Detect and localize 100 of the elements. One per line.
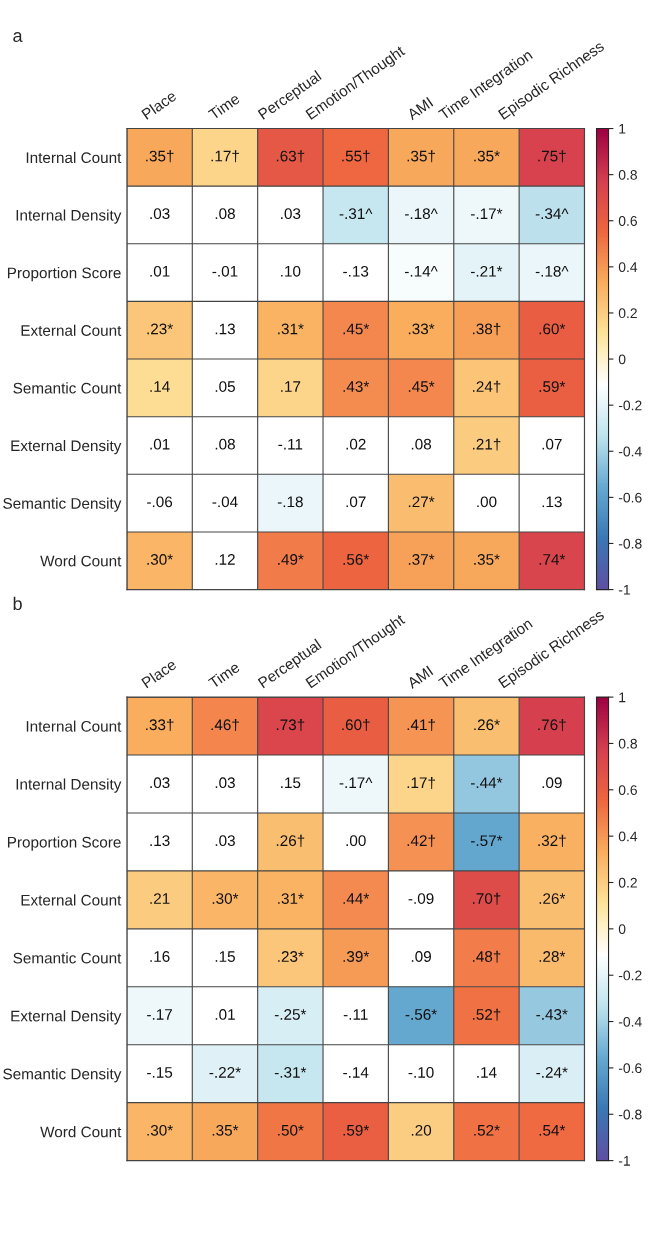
data-label: -.57* — [470, 835, 503, 847]
text: .03 — [281, 208, 301, 220]
color-bar-label: 0.4 — [618, 262, 638, 273]
data-label: -.44* — [470, 777, 503, 788]
text: .07 — [542, 438, 562, 450]
text: .01 — [215, 1009, 235, 1020]
data-label: .26* — [474, 719, 500, 731]
text: -.06 — [147, 496, 173, 508]
data-label: .37* — [408, 554, 435, 565]
color-bar-label: -0.4 — [618, 446, 642, 457]
data-label: -.17 — [147, 1009, 172, 1020]
data-label: .28* — [539, 951, 566, 962]
data-label: .32† — [538, 834, 566, 847]
data-label: .35* — [474, 554, 500, 565]
data-label: .24† — [472, 380, 501, 393]
y-tick-label: External Count — [21, 894, 122, 906]
text: .01 — [150, 265, 170, 277]
text: -.13 — [343, 265, 369, 277]
data-label: .52† — [472, 1008, 501, 1021]
color-bar-label: 0.8 — [618, 738, 637, 749]
data-label: .35* — [212, 1124, 239, 1136]
color-bar-label: 0 — [618, 354, 626, 365]
data-label: .59* — [343, 1124, 370, 1136]
data-label: .38† — [472, 323, 501, 336]
text: .14 — [477, 1067, 497, 1078]
text: -.10 — [408, 1066, 434, 1078]
data-label: -.14^ — [405, 266, 438, 277]
y-tick-label: Internal Density — [16, 209, 122, 224]
text: .01 — [150, 438, 170, 450]
data-label: -.31* — [274, 1066, 307, 1078]
color-bar-label: 0.8 — [618, 169, 637, 180]
text: .13 — [215, 323, 235, 335]
data-label: .76† — [538, 718, 566, 732]
data-label: .23* — [147, 323, 173, 335]
data-label: -.43* — [536, 1009, 568, 1020]
data-label: .23* — [278, 951, 304, 962]
data-label: .70† — [472, 892, 501, 905]
color-bar-label: -0.2 — [618, 400, 642, 411]
y-tick-label: Semantic Density — [3, 1068, 122, 1083]
color-bar-label: 0 — [618, 924, 626, 935]
data-label: -.17^ — [339, 777, 373, 788]
x-tick-label: Time — [207, 92, 241, 121]
text: -.11 — [343, 1009, 368, 1020]
text: .08 — [215, 438, 235, 450]
data-label: .26† — [276, 834, 305, 847]
data-label: -.21* — [470, 265, 503, 277]
text: .10 — [281, 265, 301, 277]
data-label: .33† — [146, 718, 174, 732]
color-bar-label: 0.6 — [618, 216, 637, 226]
data-label: .33* — [408, 323, 435, 335]
data-label: .17 — [281, 381, 301, 392]
text: .03 — [215, 835, 235, 847]
color-bar-label: -0.8 — [618, 1109, 642, 1120]
data-label: .46† — [211, 718, 239, 732]
data-label: .20 — [411, 1124, 432, 1136]
chart-title: b — [13, 596, 22, 611]
color-bar-label: 1 — [619, 692, 626, 703]
text: .08 — [411, 438, 432, 450]
text: .16 — [150, 951, 170, 962]
data-label: .45* — [408, 381, 435, 392]
data-label: .50* — [278, 1124, 304, 1136]
y-tick-label: External Density — [11, 439, 122, 455]
data-label: .35† — [146, 150, 174, 163]
data-label: .39* — [343, 951, 370, 962]
data-label: -.17* — [470, 208, 503, 219]
x-tick-label: AMI — [406, 97, 434, 121]
data-label: -.24* — [536, 1066, 568, 1078]
text: .03 — [150, 208, 170, 220]
data-label: .17† — [407, 776, 435, 789]
data-label: .27* — [408, 496, 435, 508]
data-label: .48† — [472, 950, 501, 963]
data-label: .44* — [343, 893, 370, 904]
color-bar-label: -1 — [618, 585, 630, 595]
y-tick-label: Internal Count — [26, 720, 122, 732]
y-tick-label: External Count — [21, 324, 122, 336]
data-label: .31* — [278, 323, 304, 335]
data-label: .55† — [342, 150, 370, 163]
data-label: -.22* — [209, 1066, 241, 1078]
data-label: .21 — [150, 893, 170, 904]
text: -.11 — [278, 438, 303, 450]
y-tick-label: Semantic Count — [13, 952, 122, 964]
y-tick-label: Internal Density — [16, 778, 122, 793]
x-tick-label: AMI — [406, 665, 434, 689]
color-bar-label: -1 — [618, 1156, 630, 1166]
data-label: .73† — [276, 718, 305, 732]
text: .07 — [346, 496, 366, 508]
y-tick-label: Proportion Score — [7, 267, 121, 282]
data-label: .30* — [212, 893, 239, 904]
data-label: .60* — [539, 323, 566, 335]
data-label: .30* — [147, 554, 173, 565]
y-tick-label: Internal Count — [26, 151, 122, 164]
text: .09 — [411, 951, 431, 962]
data-label: .14 — [150, 381, 170, 392]
text: -.01 — [212, 265, 238, 277]
data-label: .31* — [278, 893, 304, 904]
color-bar-label: 0.2 — [618, 877, 637, 888]
data-label: -.56* — [405, 1009, 437, 1020]
data-label: .17† — [211, 150, 239, 163]
text: -.14 — [343, 1067, 369, 1078]
color-bar-label: 0.4 — [618, 831, 638, 842]
